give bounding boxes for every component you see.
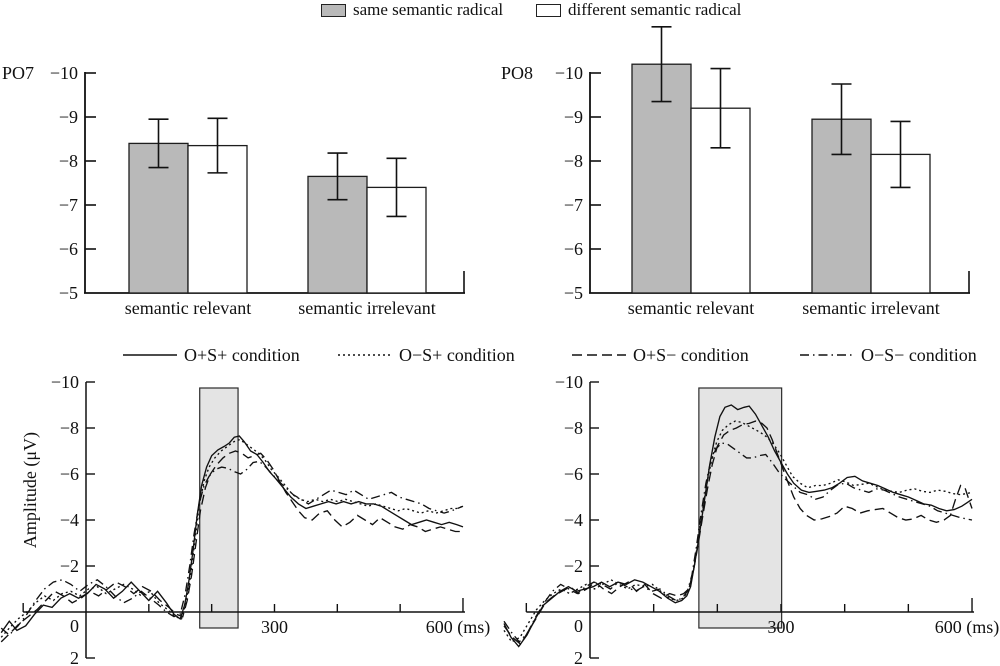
line-legend-label: O−S− condition xyxy=(861,345,977,365)
svg-text:300: 300 xyxy=(261,617,288,637)
svg-text:semantic irrelevant: semantic irrelevant xyxy=(802,298,939,318)
erp-curve-dashdot xyxy=(0,460,464,636)
svg-text:semantic relevant: semantic relevant xyxy=(628,298,754,318)
svg-text:0: 0 xyxy=(70,616,79,636)
svg-text:−10: −10 xyxy=(51,372,79,392)
gray-swatch-icon xyxy=(321,3,346,17)
bar-legend-item-same: same semantic radical xyxy=(321,1,503,19)
dashed-line-icon xyxy=(572,354,626,356)
erp-curve-dotted xyxy=(0,438,464,638)
white-swatch-icon xyxy=(536,3,561,17)
bar-legend-item-different: different semantic radical xyxy=(536,1,741,19)
svg-text:−10: −10 xyxy=(50,63,78,83)
dashdot-line-icon xyxy=(800,354,854,356)
y-axis-title: Amplitude (μV) xyxy=(20,431,40,549)
svg-text:−6: −6 xyxy=(564,239,583,259)
svg-text:semantic relevant: semantic relevant xyxy=(125,298,251,318)
line-legend-item-osplus: O+S+ condition xyxy=(123,346,300,364)
line-legend-label: O+S+ condition xyxy=(184,345,300,365)
po7-bar-chart: −10 −9 −8 −7 −6 −5 semantic relevant semantic i… xyxy=(50,63,465,318)
svg-text:0: 0 xyxy=(574,616,583,636)
erp-curve-dashdot xyxy=(503,442,973,643)
po8-erp-chart: −10 −8 −6 −4 −2 0 2 300 600 (ms) xyxy=(503,372,1000,666)
bar-legend-label: same semantic radical xyxy=(353,0,504,19)
svg-text:−6: −6 xyxy=(564,464,583,484)
svg-text:−7: −7 xyxy=(564,195,583,215)
svg-text:600 (ms): 600 (ms) xyxy=(935,617,1000,638)
svg-text:2: 2 xyxy=(574,648,583,666)
svg-text:−8: −8 xyxy=(564,151,583,171)
svg-text:−4: −4 xyxy=(60,510,79,530)
highlight-window xyxy=(698,387,783,629)
dotted-line-icon xyxy=(338,354,392,356)
svg-text:−10: −10 xyxy=(555,372,583,392)
svg-text:2: 2 xyxy=(70,648,79,666)
svg-text:−5: −5 xyxy=(59,283,78,303)
highlight-window xyxy=(199,387,239,629)
svg-text:−6: −6 xyxy=(60,464,79,484)
po7-erp-chart: −10 −8 −6 −4 −2 0 2 300 600 (ms) xyxy=(0,372,491,666)
po8-title: PO8 xyxy=(501,63,534,83)
svg-text:−10: −10 xyxy=(555,63,583,83)
svg-text:−2: −2 xyxy=(564,556,583,576)
svg-text:300: 300 xyxy=(768,617,795,637)
solid-line-icon xyxy=(123,354,177,356)
bar-legend-label: different semantic radical xyxy=(568,0,742,19)
svg-text:−6: −6 xyxy=(59,239,78,259)
erp-curve-dashed xyxy=(503,420,973,646)
svg-text:−5: −5 xyxy=(564,283,583,303)
po8-bar-chart: −10 −9 −8 −7 −6 −5 semantic relevant semantic i… xyxy=(555,25,970,318)
svg-text:−8: −8 xyxy=(564,418,583,438)
svg-text:−9: −9 xyxy=(59,107,78,127)
svg-text:600 (ms): 600 (ms) xyxy=(426,617,491,638)
svg-text:−8: −8 xyxy=(59,151,78,171)
po7-title: PO7 xyxy=(2,63,35,83)
line-legend-item-ominus-sminus: O−S− condition xyxy=(800,346,977,364)
svg-text:−8: −8 xyxy=(60,418,79,438)
svg-text:−9: −9 xyxy=(564,107,583,127)
line-legend-item-oplus-sminus: O+S− condition xyxy=(572,346,749,364)
erp-curve-solid xyxy=(503,404,973,648)
svg-text:semantic irrelevant: semantic irrelevant xyxy=(298,298,435,318)
line-legend-item-ominus-splus: O−S+ condition xyxy=(338,346,515,364)
line-legend-label: O+S− condition xyxy=(633,345,749,365)
svg-text:−4: −4 xyxy=(564,510,583,530)
svg-text:−2: −2 xyxy=(60,556,79,576)
erp-curve-dashed xyxy=(0,450,463,643)
line-legend-label: O−S+ condition xyxy=(399,345,515,365)
svg-text:−7: −7 xyxy=(59,195,78,215)
